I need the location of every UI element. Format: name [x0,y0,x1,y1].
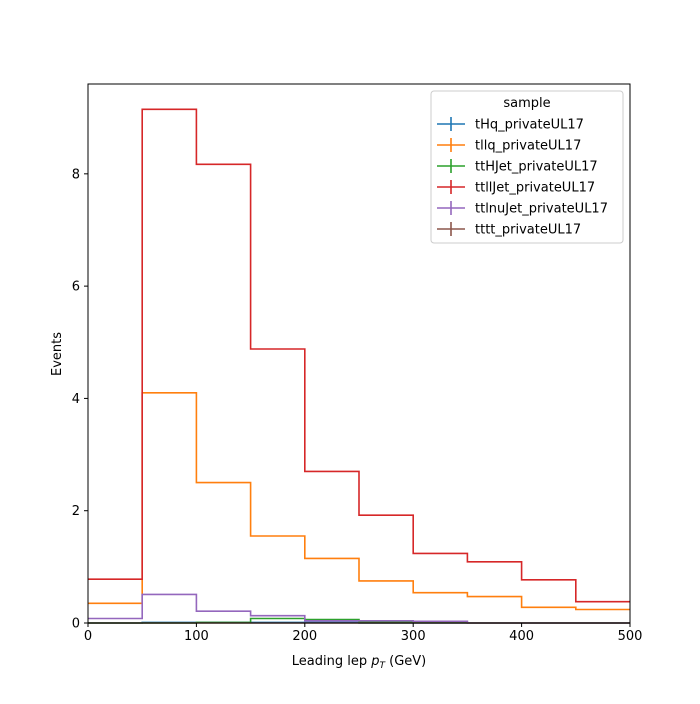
legend-box [430,90,624,244]
plot-frame [87,83,631,624]
y-tick-label: 4 [72,392,80,407]
legend-entry-tllq_privateUL17: tllq_privateUL17 [437,138,581,154]
legend-entries: tHq_privateUL17 tllq_privateUL17 ttHJet_pr… [437,117,608,238]
legend-entry-ttllJet_privateUL17: ttllJet_privateUL17 [437,180,595,196]
y-tick-label: 0 [72,617,80,632]
y-axis-label: Events [50,332,65,376]
legend-title: sample [503,96,550,111]
x-tick-label: 300 [401,629,426,644]
legend-entry-ttlnuJet_privateUL17: ttlnuJet_privateUL17 [437,201,608,217]
series-line-ttlnuJet_privateUL17 [88,593,630,624]
x-tick-label: 400 [509,629,534,644]
legend-entry-tttt_privateUL17: tttt_privateUL17 [437,222,581,238]
legend: sample tHq_privateUL17 tllq_privateUL17tt… [430,90,624,244]
y-axis-ticks: 0 2 4 6 8 [72,167,88,632]
legend-label: ttllJet_privateUL17 [475,181,595,196]
y-tick-label: 6 [72,280,80,295]
x-tick-label: 100 [184,629,209,644]
series-line-tllq_privateUL17 [88,392,630,611]
x-axis-label: Leading lep pT (GeV) [292,654,426,671]
x-tick-label: 0 [84,629,92,644]
x-tick-label: 500 [618,629,643,644]
legend-label: ttlnuJet_privateUL17 [475,202,608,217]
legend-label: tHq_privateUL17 [475,118,584,133]
series-line-ttllJet_privateUL17 [88,108,630,603]
y-tick-label: 2 [72,504,80,519]
legend-entry-ttHJet_privateUL17: ttHJet_privateUL17 [437,159,598,175]
legend-label: tllq_privateUL17 [475,139,581,154]
x-tick-label: 200 [292,629,317,644]
x-axis-ticks: 0 100 200 300 400 500 [84,623,643,644]
legend-label: tttt_privateUL17 [475,223,581,238]
legend-entry-tHq_privateUL17: tHq_privateUL17 [437,117,584,133]
y-tick-label: 8 [72,167,80,182]
legend-label: ttHJet_privateUL17 [475,160,598,175]
